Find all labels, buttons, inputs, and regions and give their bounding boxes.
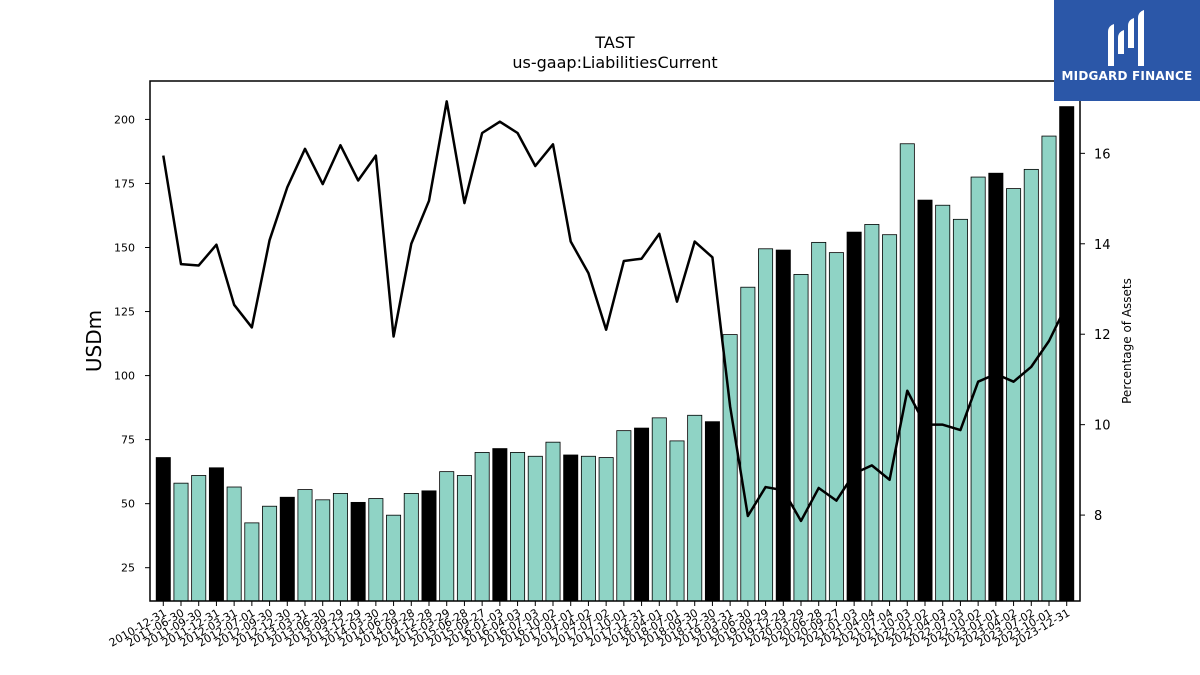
- bar-2019-09-29: [758, 248, 774, 602]
- bar-2019-06-30: [740, 286, 756, 602]
- bar-2022-07-03: [952, 218, 968, 602]
- bar-2023-07-02: [1023, 168, 1039, 602]
- line-group: [162, 100, 1068, 523]
- y2-tick-label: 14: [1094, 238, 1111, 253]
- bar-2017-12-31: [634, 427, 650, 602]
- bar-2012-09-30: [262, 505, 278, 602]
- bar-2021-07-04: [882, 234, 898, 602]
- bar-2014-12-28: [421, 490, 437, 602]
- y2-tick-label: 16: [1094, 147, 1111, 162]
- bar-2017-10-01: [616, 430, 632, 602]
- bar-2020-06-28: [811, 241, 827, 602]
- y2-tick-label: 10: [1094, 419, 1111, 434]
- y-tick-label: 25: [121, 562, 135, 575]
- bar-2011-09-30: [191, 475, 207, 602]
- bar-2016-04-03: [510, 452, 526, 602]
- bar-2019-12-29: [775, 249, 791, 602]
- bar-2017-07-02: [598, 457, 614, 602]
- bar-2022-04-03: [935, 204, 951, 602]
- bar-2017-04-02: [580, 455, 596, 602]
- bar-2012-07-01: [244, 522, 260, 602]
- bar-2021-04-04: [864, 224, 880, 602]
- bar-2020-03-29: [793, 273, 809, 602]
- bar-2011-12-31: [208, 467, 224, 602]
- bar-2018-04-01: [651, 417, 667, 602]
- chart-title: TAST: [594, 33, 635, 52]
- bar-2015-09-27: [474, 452, 490, 602]
- bar-2016-01-03: [492, 448, 508, 602]
- bar-2013-03-31: [297, 489, 313, 602]
- bar-2015-03-29: [439, 471, 455, 602]
- bar-2018-12-30: [704, 421, 720, 602]
- bar-2020-09-27: [828, 252, 844, 602]
- brand-logo: MIDGARD FINANCE: [1054, 0, 1200, 101]
- axes-group: 2550751001251501752008101214162010-12-31…: [107, 80, 1111, 650]
- bar-2014-09-28: [403, 493, 419, 602]
- bar-2014-06-29: [386, 514, 402, 602]
- y-tick-label: 50: [121, 498, 135, 511]
- y-tick-label: 200: [114, 113, 135, 126]
- bar-2022-10-02: [970, 176, 986, 602]
- bars-group: [155, 106, 1075, 602]
- bar-2014-03-30: [368, 498, 384, 602]
- bar-2016-07-03: [527, 455, 543, 602]
- bar-2023-12-31: [1059, 106, 1075, 602]
- y2-tick-label: 8: [1094, 509, 1102, 524]
- y2-axis-label: Percentage of Assets: [1120, 278, 1134, 404]
- bar-2023-10-01: [1041, 135, 1057, 602]
- bar-2015-06-28: [456, 475, 472, 602]
- bar-2018-09-30: [687, 414, 703, 602]
- logo-text: MIDGARD FINANCE: [1061, 69, 1193, 83]
- chart-subtitle: us-gaap:LiabilitiesCurrent: [512, 53, 717, 72]
- y-tick-label: 75: [121, 434, 135, 447]
- logo-mark-icon: [1108, 10, 1144, 66]
- bar-2012-12-30: [279, 496, 295, 602]
- y-tick-label: 150: [114, 242, 135, 255]
- bar-2022-01-02: [917, 199, 933, 602]
- bar-2018-07-01: [669, 440, 685, 602]
- bar-2013-06-30: [315, 499, 331, 602]
- pct-of-assets-line: [162, 100, 1068, 523]
- y-tick-label: 175: [114, 177, 135, 190]
- bar-2010-12-31: [155, 457, 171, 602]
- y2-tick-label: 12: [1094, 328, 1111, 343]
- plot-frame: [149, 80, 1081, 602]
- bar-2023-04-02: [1006, 188, 1022, 602]
- bar-2012-03-31: [226, 486, 242, 602]
- y-tick-label: 125: [114, 306, 135, 319]
- bar-2021-01-03: [846, 231, 862, 602]
- bar-2011-06-30: [173, 482, 189, 602]
- bar-2016-10-02: [545, 441, 561, 602]
- bar-2023-01-01: [988, 172, 1004, 602]
- bar-2021-10-03: [899, 143, 915, 602]
- y-axis-label: USDm: [82, 310, 106, 372]
- y-tick-label: 100: [114, 370, 135, 383]
- bar-2017-01-01: [563, 454, 579, 602]
- bar-2013-12-29: [350, 501, 366, 602]
- bar-2013-09-29: [332, 493, 348, 602]
